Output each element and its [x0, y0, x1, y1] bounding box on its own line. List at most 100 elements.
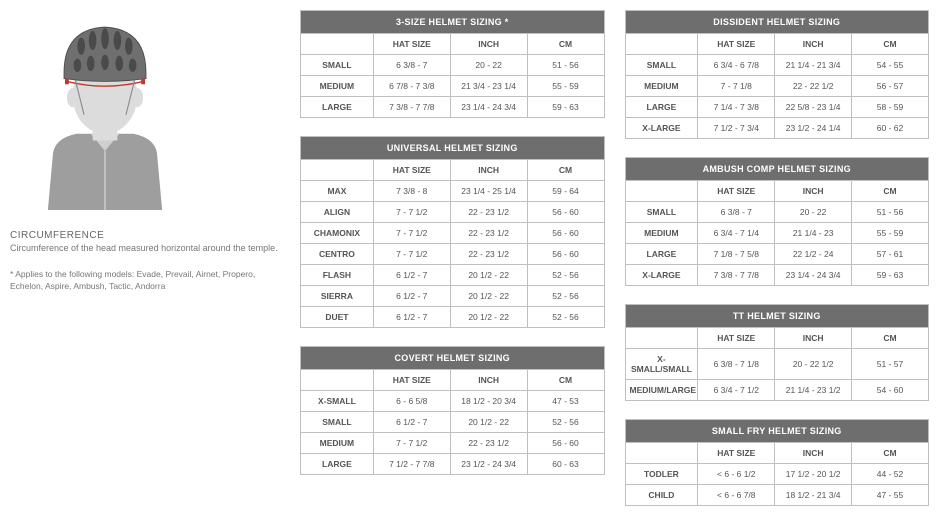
cell-cm: 52 - 56: [527, 412, 604, 433]
cell-inch: 18 1/2 - 21 3/4: [775, 485, 852, 506]
row-label: DUET: [301, 307, 374, 328]
cell-cm: 57 - 61: [852, 244, 929, 265]
table-row: TODLER< 6 - 6 1/217 1/2 - 20 1/244 - 52: [625, 464, 929, 485]
cell-cm: 56 - 60: [527, 433, 604, 454]
cell-hat: 6 1/2 - 7: [373, 307, 450, 328]
row-label: LARGE: [301, 454, 374, 475]
cell-inch: 18 1/2 - 20 3/4: [450, 391, 527, 412]
cell-cm: 60 - 62: [852, 118, 929, 139]
cell-inch: 20 - 22: [775, 202, 852, 223]
col-header: HAT SIZE: [373, 160, 450, 181]
row-label: MEDIUM: [301, 76, 374, 97]
page-container: CIRCUMFERENCE Circumference of the head …: [10, 10, 929, 506]
col-blank: [625, 328, 698, 349]
col-header: INCH: [775, 443, 852, 464]
col-header: INCH: [775, 328, 852, 349]
cell-cm: 58 - 59: [852, 97, 929, 118]
three-size-table-wrap: 3-SIZE HELMET SIZING *HAT SIZEINCHCMSMAL…: [300, 10, 605, 118]
col-header: HAT SIZE: [373, 370, 450, 391]
row-label: X-LARGE: [625, 118, 698, 139]
cell-hat: 7 - 7 1/2: [373, 223, 450, 244]
sizing-table: SMALL FRY HELMET SIZINGHAT SIZEINCHCMTOD…: [625, 419, 930, 506]
table-row: MEDIUM7 - 7 1/222 - 23 1/256 - 60: [301, 433, 605, 454]
col-blank: [625, 181, 698, 202]
table-row: SMALL6 3/8 - 720 - 2251 - 56: [625, 202, 929, 223]
row-label: SMALL: [625, 202, 698, 223]
cell-inch: 22 - 22 1/2: [775, 76, 852, 97]
cell-inch: 23 1/4 - 24 3/4: [450, 97, 527, 118]
table-row: SMALL6 3/8 - 720 - 2251 - 56: [301, 55, 605, 76]
cell-cm: 51 - 57: [852, 349, 929, 380]
row-label: MEDIUM: [301, 433, 374, 454]
cell-inch: 23 1/2 - 24 3/4: [450, 454, 527, 475]
cell-inch: 20 1/2 - 22: [450, 286, 527, 307]
table-row: MAX7 3/8 - 823 1/4 - 25 1/459 - 64: [301, 181, 605, 202]
row-label: SMALL: [301, 412, 374, 433]
cell-cm: 59 - 64: [527, 181, 604, 202]
cell-inch: 22 5/8 - 23 1/4: [775, 97, 852, 118]
table-title: 3-SIZE HELMET SIZING *: [301, 11, 605, 34]
cell-inch: 22 - 23 1/2: [450, 433, 527, 454]
cell-inch: 20 1/2 - 22: [450, 265, 527, 286]
ambush-table-wrap: AMBUSH COMP HELMET SIZINGHAT SIZEINCHCMS…: [625, 157, 930, 286]
cell-hat: 7 - 7 1/2: [373, 244, 450, 265]
cell-cm: 52 - 56: [527, 286, 604, 307]
universal-table-wrap: UNIVERSAL HELMET SIZINGHAT SIZEINCHCMMAX…: [300, 136, 605, 328]
cell-hat: 6 7/8 - 7 3/8: [373, 76, 450, 97]
cell-cm: 59 - 63: [852, 265, 929, 286]
covert-table-wrap: COVERT HELMET SIZINGHAT SIZEINCHCMX-SMAL…: [300, 346, 605, 475]
row-label: MEDIUM/LARGE: [625, 380, 698, 401]
cell-cm: 56 - 57: [852, 76, 929, 97]
row-label: SMALL: [301, 55, 374, 76]
col-header: CM: [527, 160, 604, 181]
col-header: HAT SIZE: [373, 34, 450, 55]
cell-inch: 23 1/4 - 25 1/4: [450, 181, 527, 202]
row-label: LARGE: [301, 97, 374, 118]
cell-cm: 56 - 60: [527, 244, 604, 265]
cell-inch: 20 - 22: [450, 55, 527, 76]
table-row: X-SMALL/SMALL6 3/8 - 7 1/820 - 22 1/251 …: [625, 349, 929, 380]
cell-inch: 22 1/2 - 24: [775, 244, 852, 265]
circumference-desc: Circumference of the head measured horiz…: [10, 243, 280, 255]
table-title: AMBUSH COMP HELMET SIZING: [625, 158, 929, 181]
cell-inch: 23 1/2 - 24 1/4: [775, 118, 852, 139]
row-label: MEDIUM: [625, 76, 698, 97]
table-title: SMALL FRY HELMET SIZING: [625, 420, 929, 443]
table-row: SIERRA6 1/2 - 720 1/2 - 2252 - 56: [301, 286, 605, 307]
sizing-table: COVERT HELMET SIZINGHAT SIZEINCHCMX-SMAL…: [300, 346, 605, 475]
col-header: INCH: [450, 160, 527, 181]
row-label: FLASH: [301, 265, 374, 286]
row-label: X-SMALL: [301, 391, 374, 412]
cell-hat: 6 3/4 - 7 1/4: [698, 223, 775, 244]
cell-hat: 7 1/8 - 7 5/8: [698, 244, 775, 265]
cell-hat: 7 1/2 - 7 3/4: [698, 118, 775, 139]
right-column: DISSIDENT HELMET SIZINGHAT SIZEINCHCMSMA…: [625, 10, 930, 506]
middle-column: 3-SIZE HELMET SIZING *HAT SIZEINCHCMSMAL…: [300, 10, 605, 506]
row-label: X-LARGE: [625, 265, 698, 286]
cell-hat: 6 3/8 - 7 1/8: [698, 349, 775, 380]
small-fry-table-wrap: SMALL FRY HELMET SIZINGHAT SIZEINCHCMTOD…: [625, 419, 930, 506]
table-row: MEDIUM6 7/8 - 7 3/821 3/4 - 23 1/455 - 5…: [301, 76, 605, 97]
cell-cm: 52 - 56: [527, 307, 604, 328]
cell-inch: 23 1/4 - 24 3/4: [775, 265, 852, 286]
cell-inch: 21 3/4 - 23 1/4: [450, 76, 527, 97]
cell-hat: 7 3/8 - 8: [373, 181, 450, 202]
cell-inch: 22 - 23 1/2: [450, 202, 527, 223]
cell-hat: 6 3/8 - 7: [698, 202, 775, 223]
cell-hat: 6 3/8 - 7: [373, 55, 450, 76]
table-title: COVERT HELMET SIZING: [301, 347, 605, 370]
table-row: X-LARGE7 3/8 - 7 7/823 1/4 - 24 3/459 - …: [625, 265, 929, 286]
cell-cm: 44 - 52: [852, 464, 929, 485]
sizing-table: 3-SIZE HELMET SIZING *HAT SIZEINCHCMSMAL…: [300, 10, 605, 118]
table-row: LARGE7 3/8 - 7 7/823 1/4 - 24 3/459 - 63: [301, 97, 605, 118]
cell-inch: 20 - 22 1/2: [775, 349, 852, 380]
cell-inch: 21 1/4 - 23 1/2: [775, 380, 852, 401]
row-label: SMALL: [625, 55, 698, 76]
cell-hat: 6 3/4 - 7 1/2: [698, 380, 775, 401]
col-header: CM: [527, 34, 604, 55]
col-blank: [625, 34, 698, 55]
row-label: LARGE: [625, 97, 698, 118]
cell-inch: 21 1/4 - 21 3/4: [775, 55, 852, 76]
cell-inch: 20 1/2 - 22: [450, 412, 527, 433]
col-header: HAT SIZE: [698, 34, 775, 55]
